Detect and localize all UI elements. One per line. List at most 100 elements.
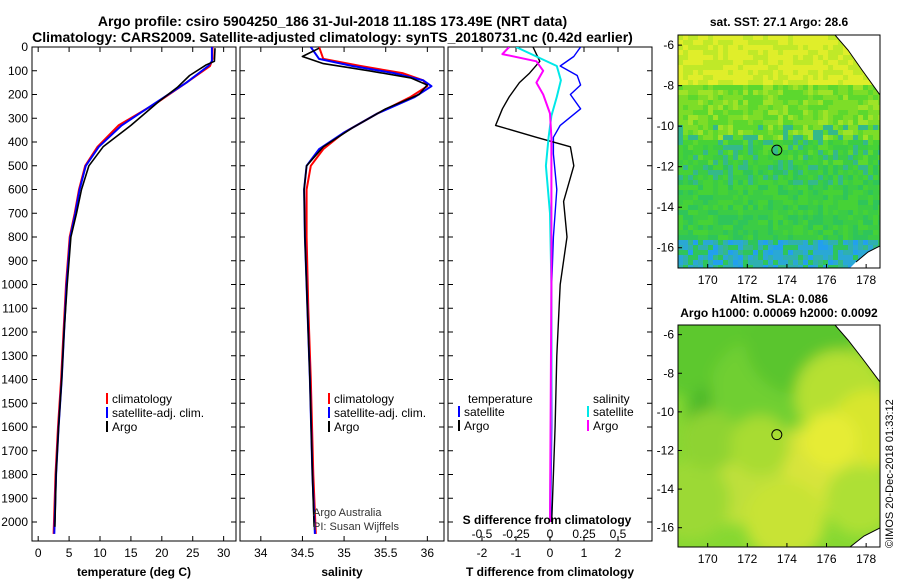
sst-cell bbox=[703, 245, 709, 251]
sst-cell bbox=[858, 70, 864, 76]
sst-cell bbox=[838, 130, 844, 136]
sst-cell bbox=[768, 75, 774, 81]
sst-cell bbox=[678, 140, 684, 146]
sst-cell bbox=[803, 60, 809, 66]
sst-cell bbox=[793, 40, 799, 46]
sst-cell bbox=[773, 255, 779, 261]
sst-cell bbox=[843, 115, 849, 121]
sst-cell bbox=[678, 175, 684, 181]
sst-cell bbox=[843, 120, 849, 126]
sst-cell bbox=[773, 95, 779, 101]
sst-cell bbox=[753, 125, 759, 131]
sst-cell bbox=[873, 130, 879, 136]
sst-cell bbox=[768, 170, 774, 176]
sst-cell bbox=[878, 150, 880, 156]
sst-cell bbox=[758, 40, 764, 46]
sst-cell bbox=[818, 110, 824, 116]
sst-cell bbox=[753, 100, 759, 106]
sst-cell bbox=[823, 255, 829, 261]
sst-cell bbox=[788, 205, 794, 211]
sst-cell bbox=[688, 120, 694, 126]
sst-cell bbox=[683, 140, 689, 146]
sst-cell bbox=[763, 260, 769, 266]
legend-label: satellite bbox=[464, 405, 505, 419]
sst-cell bbox=[818, 90, 824, 96]
sst-cell bbox=[723, 45, 729, 51]
sst-cell bbox=[788, 170, 794, 176]
sst-cell bbox=[733, 65, 739, 71]
sst-cell bbox=[718, 45, 724, 51]
sst-cell bbox=[873, 190, 879, 196]
sst-cell bbox=[708, 265, 714, 268]
sst-cell bbox=[783, 110, 789, 116]
sst-cell bbox=[693, 170, 699, 176]
sst-cell bbox=[868, 215, 874, 221]
sst-cell bbox=[788, 215, 794, 221]
legend-title-salinity: salinity bbox=[593, 392, 630, 406]
sst-cell bbox=[878, 115, 880, 121]
sst-cell bbox=[823, 220, 829, 226]
sst-cell bbox=[868, 240, 874, 246]
sst-cell bbox=[833, 130, 839, 136]
sst-cell bbox=[808, 200, 814, 206]
sst-cell bbox=[708, 40, 714, 46]
sst-cell bbox=[758, 155, 764, 161]
sst-cell bbox=[758, 225, 764, 231]
sst-cell bbox=[778, 255, 784, 261]
sst-cell bbox=[708, 140, 714, 146]
legend-label: Argo bbox=[464, 419, 490, 433]
sst-cell bbox=[748, 95, 754, 101]
sst-cell bbox=[878, 230, 880, 236]
sst-cell bbox=[753, 220, 759, 226]
sst-cell bbox=[763, 205, 769, 211]
sst-cell bbox=[813, 205, 819, 211]
sst-cell bbox=[688, 235, 694, 241]
sst-cell bbox=[808, 260, 814, 266]
sst-cell bbox=[773, 210, 779, 216]
sst-cell bbox=[738, 235, 744, 241]
sst-cell bbox=[778, 45, 784, 51]
sst-cell bbox=[723, 85, 729, 91]
sst-cell bbox=[813, 140, 819, 146]
sst-cell bbox=[763, 115, 769, 121]
sst-cell bbox=[848, 205, 854, 211]
sst-cell bbox=[758, 130, 764, 136]
sst-cell bbox=[798, 70, 804, 76]
sst-cell bbox=[858, 80, 864, 86]
sst-cell bbox=[858, 200, 864, 206]
sst-cell bbox=[778, 65, 784, 71]
sst-cell bbox=[853, 245, 859, 251]
sst-cell bbox=[683, 190, 689, 196]
sst-cell bbox=[683, 70, 689, 76]
sst-cell bbox=[683, 45, 689, 51]
sst-cell bbox=[833, 185, 839, 191]
sst-cell bbox=[698, 165, 704, 171]
sst-cell bbox=[748, 205, 754, 211]
sst-cell bbox=[848, 200, 854, 206]
sst-cell bbox=[763, 185, 769, 191]
sst-cell bbox=[753, 250, 759, 256]
sst-cell bbox=[823, 55, 829, 61]
sst-cell bbox=[688, 255, 694, 261]
x-tick-label: 35 bbox=[337, 546, 351, 560]
sst-cell bbox=[748, 140, 754, 146]
sst-cell bbox=[818, 45, 824, 51]
x-tick-label: 34 bbox=[254, 546, 268, 560]
sst-map-title: sat. SST: 27.1 Argo: 28.6 bbox=[710, 15, 849, 29]
sst-cell bbox=[723, 140, 729, 146]
sst-cell bbox=[723, 60, 729, 66]
sst-cell bbox=[838, 40, 844, 46]
sst-cell bbox=[723, 195, 729, 201]
sst-cell bbox=[728, 260, 734, 266]
sst-cell bbox=[703, 120, 709, 126]
sst-cell bbox=[803, 80, 809, 86]
sst-cell bbox=[698, 205, 704, 211]
sst-cell bbox=[763, 130, 769, 136]
sst-cell bbox=[783, 230, 789, 236]
sst-cell bbox=[793, 265, 799, 268]
sst-cell bbox=[743, 245, 749, 251]
sst-cell bbox=[678, 185, 684, 191]
sst-cell bbox=[683, 65, 689, 71]
